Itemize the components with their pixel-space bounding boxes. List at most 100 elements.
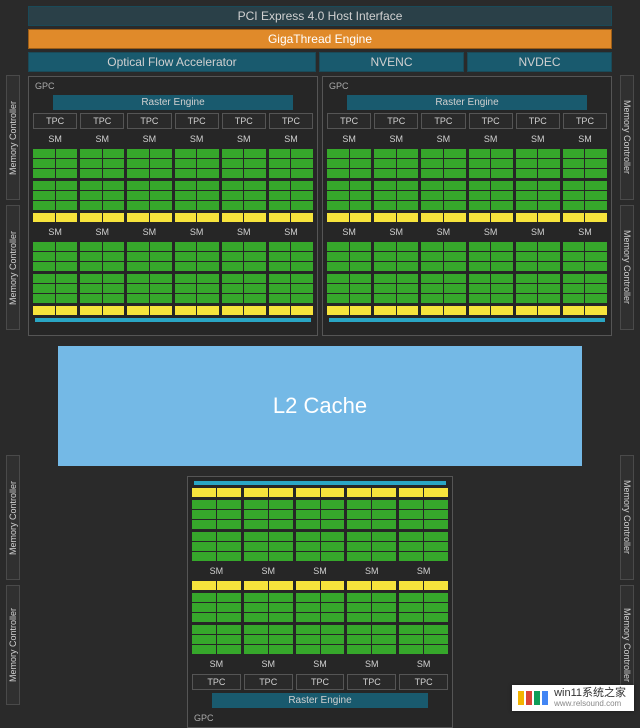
sm-core-block: [563, 306, 607, 315]
sm-label: SM: [175, 225, 219, 239]
sm-core-block: [192, 500, 241, 529]
sm-label: SM: [399, 657, 448, 671]
sm-core-block: [80, 274, 124, 303]
sm-core-block: [296, 593, 345, 622]
sm-label: SM: [399, 564, 448, 578]
sm-core-block: [127, 181, 171, 210]
tpc-label: TPC: [421, 113, 465, 129]
tpc-label: TPC: [33, 113, 77, 129]
sm-core-block: [469, 306, 513, 315]
pci-host-interface: PCI Express 4.0 Host Interface: [28, 6, 612, 26]
sm-core-block: [80, 181, 124, 210]
sm-label: SM: [222, 132, 266, 146]
sm-core-block: [244, 593, 293, 622]
tpc-label: TPC: [469, 113, 513, 129]
sm-core-block: [563, 149, 607, 178]
sm-label: SM: [33, 225, 77, 239]
sm-core-block: [421, 306, 465, 315]
sm-core-block: [80, 213, 124, 222]
nvenc: NVENC: [319, 52, 464, 72]
sm-label: SM: [469, 225, 513, 239]
tpc-label: TPC: [127, 113, 171, 129]
sm-core-block: [399, 625, 448, 654]
sm-core-block: [269, 306, 313, 315]
sm-label: SM: [244, 657, 293, 671]
sm-core-block: [374, 242, 418, 271]
sm-core-block: [192, 532, 241, 561]
sm-core-block: [399, 488, 448, 497]
sm-core-block: [127, 306, 171, 315]
tpc-label: TPC: [374, 113, 418, 129]
optical-flow-accelerator: Optical Flow Accelerator: [28, 52, 316, 72]
sm-core-block: [244, 532, 293, 561]
sm-core-block: [33, 181, 77, 210]
sm-core-block: [516, 213, 560, 222]
memory-controller: Memory Controller: [6, 585, 20, 705]
sm-core-block: [80, 306, 124, 315]
sm-label: SM: [80, 132, 124, 146]
tpc-label: TPC: [244, 674, 293, 690]
sm-label: SM: [222, 225, 266, 239]
sm-core-block: [269, 149, 313, 178]
tpc-label: TPC: [175, 113, 219, 129]
sm-core-block: [192, 488, 241, 497]
sm-core-block: [399, 532, 448, 561]
gpc: GPCRaster EngineTPCTPCTPCTPCTPCTPCSMSMSM…: [28, 76, 318, 336]
sm-core-block: [347, 488, 396, 497]
sm-core-block: [296, 581, 345, 590]
sm-core-block: [563, 274, 607, 303]
sm-core-block: [127, 242, 171, 271]
sm-core-block: [222, 181, 266, 210]
sm-core-block: [516, 306, 560, 315]
sm-core-block: [327, 274, 371, 303]
sm-core-block: [192, 625, 241, 654]
sm-core-block: [244, 581, 293, 590]
watermark-logo-icon: [518, 691, 548, 705]
sm-core-block: [127, 149, 171, 178]
sm-label: SM: [469, 132, 513, 146]
sm-core-block: [327, 213, 371, 222]
sm-label: SM: [516, 225, 560, 239]
memory-controller: Memory Controller: [6, 75, 20, 200]
sm-core-block: [222, 149, 266, 178]
sm-core-block: [469, 181, 513, 210]
sm-label: SM: [80, 225, 124, 239]
sm-core-block: [399, 581, 448, 590]
sm-core-block: [347, 500, 396, 529]
sm-core-block: [469, 213, 513, 222]
sm-label: SM: [192, 564, 241, 578]
memory-controller: Memory Controller: [620, 205, 634, 330]
sm-label: SM: [192, 657, 241, 671]
sm-label: SM: [347, 657, 396, 671]
sm-core-block: [374, 274, 418, 303]
sm-core-block: [222, 306, 266, 315]
gpc: GPCRaster EngineTPCTPCTPCTPCTPCTPCSMSMSM…: [322, 76, 612, 336]
sm-core-block: [296, 500, 345, 529]
sm-core-block: [327, 149, 371, 178]
tpc-label: TPC: [347, 674, 396, 690]
tpc-label: TPC: [563, 113, 607, 129]
sm-core-block: [175, 149, 219, 178]
sm-core-block: [296, 532, 345, 561]
sm-core-block: [347, 532, 396, 561]
sm-core-block: [399, 593, 448, 622]
sm-core-block: [244, 488, 293, 497]
sm-core-block: [175, 181, 219, 210]
sm-label: SM: [563, 132, 607, 146]
raster-engine: Raster Engine: [212, 693, 428, 708]
tpc-label: TPC: [269, 113, 313, 129]
tpc-label: TPC: [516, 113, 560, 129]
sm-core-block: [421, 242, 465, 271]
sm-core-block: [33, 274, 77, 303]
sm-core-block: [33, 242, 77, 271]
sm-label: SM: [374, 225, 418, 239]
sm-label: SM: [516, 132, 560, 146]
sm-core-block: [269, 242, 313, 271]
tpc-label: TPC: [192, 674, 241, 690]
sm-label: SM: [127, 132, 171, 146]
sm-core-block: [244, 500, 293, 529]
sm-core-block: [296, 625, 345, 654]
watermark-text: win11系统之家: [554, 688, 626, 700]
sm-label: SM: [374, 132, 418, 146]
sm-core-block: [222, 213, 266, 222]
